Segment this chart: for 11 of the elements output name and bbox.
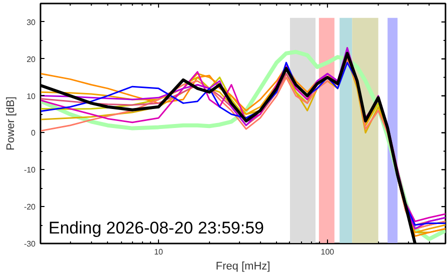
y-tick-label: 10 <box>26 92 36 101</box>
y-tick-label: -20 <box>24 202 36 212</box>
y-tick-label: 20 <box>26 54 36 64</box>
y-axis-title: Power [dB] <box>4 96 17 150</box>
y-tick-label: 30 <box>26 18 36 27</box>
y-tick-label: -30 <box>24 240 36 248</box>
x-tick-label: 100 <box>320 248 335 256</box>
annotation: Ending 2026-08-20 23:59:59 <box>48 218 264 238</box>
y-tick-label: 0 <box>31 128 36 138</box>
y-tick-label: -10 <box>24 166 36 175</box>
x-axis-title: Freq [mHz] <box>216 260 270 272</box>
